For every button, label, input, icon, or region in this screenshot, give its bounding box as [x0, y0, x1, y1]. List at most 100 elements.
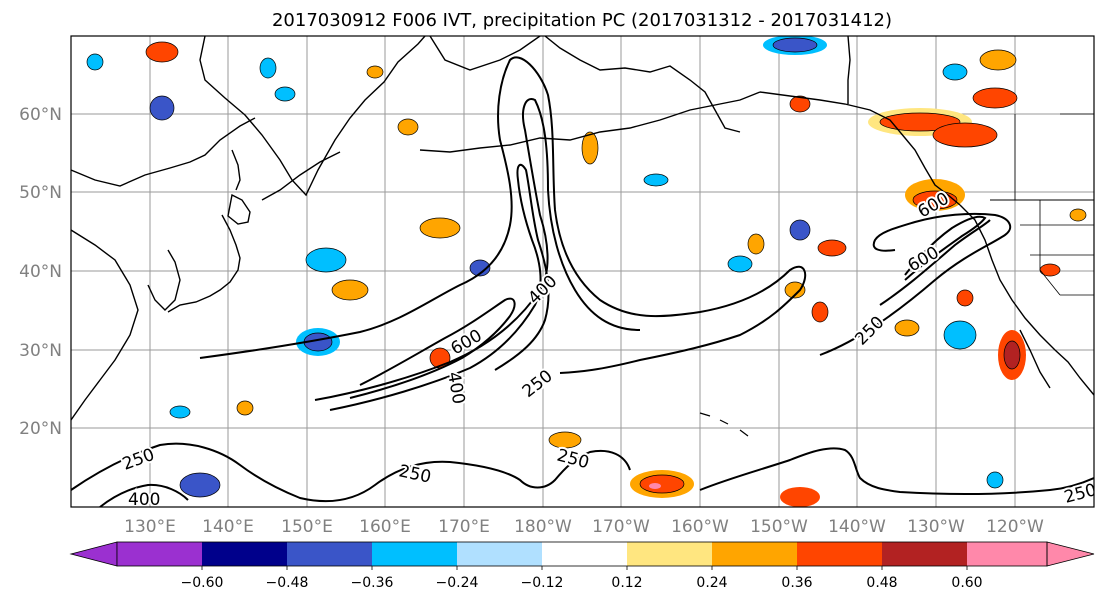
ivt-contour-400-ne	[879, 219, 991, 306]
precip-blob-bc	[932, 122, 998, 148]
precip-blob-ne-pac	[784, 281, 806, 299]
precip-blob-neg-20n	[179, 472, 221, 498]
coastline-siberia-north	[429, 36, 541, 71]
ivt-contours	[71, 56, 1094, 507]
colorbar-extend-low	[69, 541, 118, 567]
precip-blob-neg-mid	[727, 255, 753, 273]
precip-blob-hawaii-peak	[649, 483, 661, 489]
precip-blob-mid-4	[581, 131, 599, 165]
colorbar-tick-labels: −0.60 −0.48 −0.36 −0.24 −0.12 0.12 0.24 …	[181, 575, 983, 591]
lon-tick-label: 140°E	[202, 517, 254, 537]
colorbar-segment	[627, 542, 712, 566]
colorbar-extend-high	[1046, 541, 1095, 567]
map-frame	[70, 35, 1095, 508]
colorbar-tick-label: −0.60	[181, 575, 224, 591]
precip-blob-neg-kamchatka	[149, 95, 175, 121]
coastline-kamchatka	[199, 36, 426, 197]
precip-blob-mid-14	[789, 95, 811, 113]
colorbar-tick-label: −0.48	[266, 575, 309, 591]
coastline-okhotsk	[71, 117, 256, 187]
colorbar: −0.60 −0.48 −0.36 −0.24 −0.12 0.12 0.24 …	[69, 541, 1095, 591]
contour-label: 400	[128, 490, 160, 510]
colorbar-frame	[116, 541, 1048, 567]
precip-blob-alaska-e2	[972, 87, 1018, 109]
lon-tick-label: 160°E	[359, 517, 411, 537]
precip-blob-baja-core	[1003, 340, 1021, 370]
precip-blob-neg-japan-sea	[305, 247, 347, 273]
colorbar-segment	[372, 542, 457, 566]
colorbar-tick-label: 0.60	[951, 575, 982, 591]
coastline-alaska-south	[759, 91, 961, 206]
ivt-contour-250-ne	[819, 212, 1012, 356]
lon-tick-label: 180°W	[514, 517, 572, 537]
coastline-west-us	[959, 204, 1094, 396]
coastline-alaska-north	[847, 36, 851, 104]
precip-blob-neg-64n	[259, 57, 277, 79]
lat-tick-label: 30°N	[19, 341, 62, 361]
lon-tick-label: 130°E	[124, 517, 176, 537]
precip-blob-kamchatka	[145, 41, 179, 63]
precip-blob-mid-13	[397, 118, 419, 136]
precip-blob-hawaii-core	[639, 474, 685, 494]
coastline-baja	[1019, 329, 1051, 389]
precip-blob-neg-52n	[643, 173, 669, 187]
ivt-contour-250-main	[199, 56, 807, 374]
coastline-china	[71, 229, 139, 421]
ivt-contour-400-south	[99, 483, 189, 507]
precip-blob-mid-1	[419, 217, 461, 239]
colorbar-tick-label: 0.24	[696, 575, 727, 591]
ivt-contour-600-core	[349, 297, 516, 399]
coastline-kurils	[261, 151, 341, 201]
colorbar-tick-label: −0.12	[521, 575, 564, 591]
precip-blob-mid-15	[366, 65, 384, 79]
coastline-sakhalin	[231, 149, 241, 191]
contour-label: 400	[443, 370, 468, 405]
colorbar-tick-label: −0.24	[436, 575, 479, 591]
gridlines	[71, 36, 1094, 507]
coastline-alaska-west	[544, 36, 741, 133]
precip-blob-neg-s	[169, 405, 191, 419]
precip-blob-mid-11	[811, 301, 829, 323]
coastline-korea	[147, 249, 181, 311]
precip-blob-neg-63n	[86, 53, 104, 71]
lon-tick-label: 150°W	[750, 517, 808, 537]
colorbar-segment	[457, 542, 542, 566]
ivt-contour-600-ne	[904, 215, 987, 281]
colorbar-tick-label: 0.48	[866, 575, 897, 591]
colorbar-tick-label: −0.36	[351, 575, 394, 591]
ivt-contour-250-south	[71, 442, 631, 503]
ivt-contour-250-inner	[314, 98, 641, 401]
colorbar-tick-label: 0.12	[611, 575, 642, 591]
precip-blob-neg-ak2	[942, 63, 968, 81]
lon-tick-label: 120°W	[986, 517, 1044, 537]
lat-tick-label: 40°N	[19, 262, 62, 282]
colorbar-segment	[967, 542, 1047, 566]
map-title: 2017030912 F006 IVT, precipitation PC (2…	[272, 10, 892, 31]
lon-tick-label: 130°W	[907, 517, 965, 537]
precip-blob-mid-8	[548, 431, 582, 449]
colorbar-segment	[882, 542, 967, 566]
precip-blob-mid-7	[956, 289, 974, 307]
precip-blob-mid-16	[1069, 208, 1087, 222]
coastlines	[71, 36, 1094, 437]
precip-blob-bc-s-core	[912, 190, 958, 210]
coastline-japan-honshu	[167, 214, 241, 313]
precip-blob-alaska-e	[979, 49, 1017, 71]
colorbar-segment	[117, 542, 202, 566]
coastline-aleutians	[419, 91, 761, 153]
precip-blob-mid-6	[894, 319, 920, 337]
precip-blob-mid-2	[331, 279, 369, 301]
precip-blob-neg-60n	[274, 86, 296, 102]
lon-tick-label: 140°W	[828, 517, 886, 537]
colorbar-segment	[712, 542, 797, 566]
precip-blob-gulf-alaska-core	[879, 112, 961, 132]
precip-blob-mid-5	[817, 239, 847, 257]
colorbar-segment	[287, 542, 372, 566]
precip-blob-mid-12	[236, 400, 254, 416]
positive-anomalies	[145, 41, 1087, 507]
lon-tick-label: 170°E	[438, 517, 490, 537]
ivt-contour-250-south-e	[699, 447, 1094, 496]
colorbar-segment	[202, 542, 287, 566]
precip-shading	[86, 36, 1087, 507]
precip-blob-neg-40n	[469, 259, 491, 277]
